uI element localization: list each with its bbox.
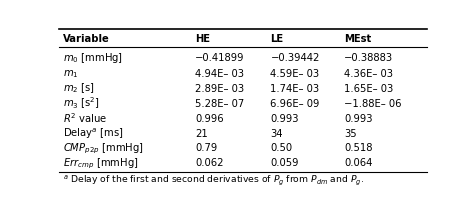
- Text: 1.74E– 03: 1.74E– 03: [271, 84, 319, 94]
- Text: $m_2$ [s]: $m_2$ [s]: [63, 82, 95, 96]
- Text: 0.518: 0.518: [344, 143, 373, 154]
- Text: 2.89E– 03: 2.89E– 03: [195, 84, 244, 94]
- Text: $\mathit{CMP}_{p2p}$ [mmHg]: $\mathit{CMP}_{p2p}$ [mmHg]: [63, 141, 144, 156]
- Text: 34: 34: [271, 129, 283, 139]
- Text: 0.993: 0.993: [271, 113, 299, 123]
- Text: −1.88E– 06: −1.88E– 06: [344, 99, 401, 109]
- Text: LE: LE: [271, 34, 283, 44]
- Text: 0.062: 0.062: [195, 159, 224, 168]
- Text: $\mathit{Err}_{cmp}$ [mmHg]: $\mathit{Err}_{cmp}$ [mmHg]: [63, 156, 138, 171]
- Text: 0.064: 0.064: [344, 159, 372, 168]
- Text: −0.41899: −0.41899: [195, 53, 245, 63]
- Text: −0.39442: −0.39442: [271, 53, 320, 63]
- Text: 21: 21: [195, 129, 208, 139]
- Text: $m_0$ [mmHg]: $m_0$ [mmHg]: [63, 51, 123, 65]
- Text: 0.993: 0.993: [344, 113, 373, 123]
- Text: 35: 35: [344, 129, 356, 139]
- Text: 0.996: 0.996: [195, 113, 224, 123]
- Text: 4.94E– 03: 4.94E– 03: [195, 69, 244, 79]
- Text: 1.65E– 03: 1.65E– 03: [344, 84, 393, 94]
- Text: 6.96E– 09: 6.96E– 09: [271, 99, 320, 109]
- Text: −0.38883: −0.38883: [344, 53, 393, 63]
- Text: 5.28E– 07: 5.28E– 07: [195, 99, 245, 109]
- Text: 4.36E– 03: 4.36E– 03: [344, 69, 393, 79]
- Text: $m_3$ [s$^2$]: $m_3$ [s$^2$]: [63, 96, 100, 112]
- Text: HE: HE: [195, 34, 210, 44]
- Text: 4.59E– 03: 4.59E– 03: [271, 69, 319, 79]
- Text: $m_1$: $m_1$: [63, 68, 79, 80]
- Text: 0.059: 0.059: [271, 159, 299, 168]
- Text: Delay$^a$ [ms]: Delay$^a$ [ms]: [63, 126, 123, 141]
- Text: 0.79: 0.79: [195, 143, 218, 154]
- Text: MEst: MEst: [344, 34, 371, 44]
- Text: Variable: Variable: [63, 34, 109, 44]
- Text: $R^2$ value: $R^2$ value: [63, 112, 107, 125]
- Text: $^a$ Delay of the first and second derivatives of $P_g$ from $P_{dm}$ and $P_g$.: $^a$ Delay of the first and second deriv…: [63, 174, 364, 188]
- Text: 0.50: 0.50: [271, 143, 292, 154]
